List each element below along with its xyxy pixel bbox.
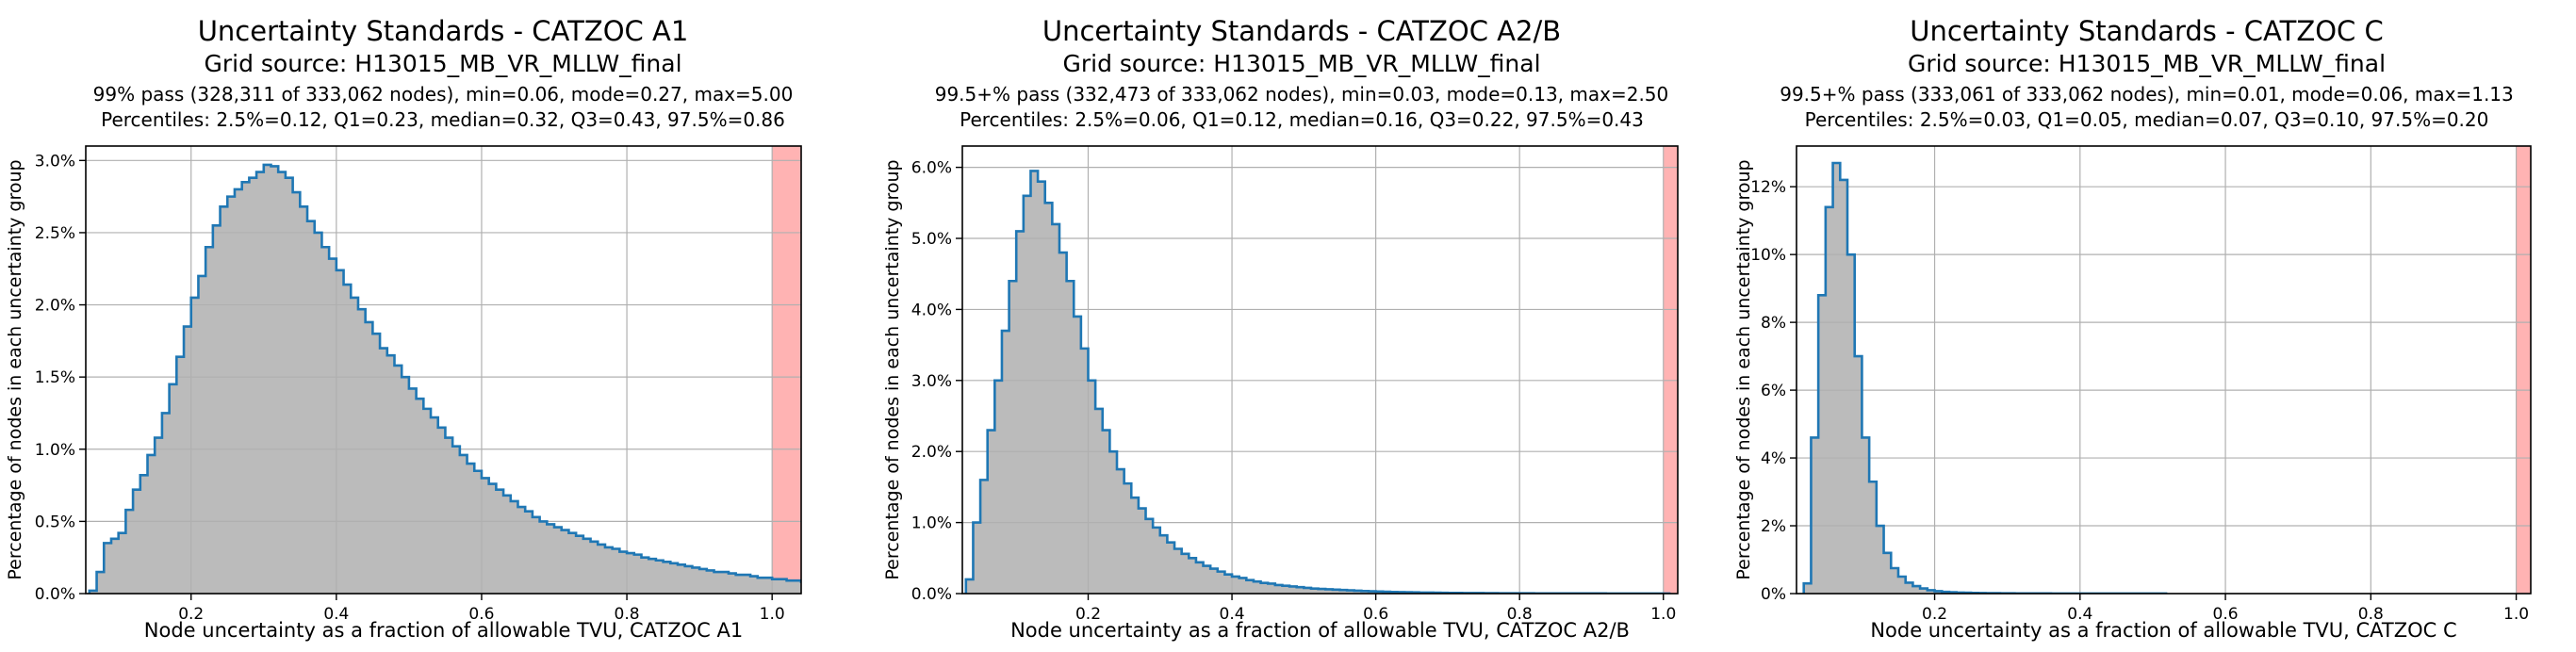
stats-line: 99.5+% pass (332,473 of 333,062 nodes), …: [934, 83, 1669, 106]
axes-frame: [961, 145, 1679, 595]
x-axis-label: Node uncertainty as a fraction of allowa…: [1870, 619, 2456, 642]
histogram-plot: 0.2 0.4 0.6 0.8 1.0 0% 2% 4% 6% 8% 10% 12% Node unce…: [1733, 145, 2532, 642]
fail-region-band: [1663, 146, 1678, 594]
axes-frame: [1796, 145, 2532, 595]
chart-title: Uncertainty Standards - CATZOC C: [1910, 15, 2384, 47]
histogram-bars: [1803, 162, 2168, 594]
y-tick-label: 1.0%: [911, 514, 952, 533]
x-tick-label: 0.4: [1220, 605, 1245, 624]
stats-line: 99% pass (328,311 of 333,062 nodes), min…: [92, 83, 794, 106]
y-tick-label: 0.0%: [35, 585, 75, 604]
y-tick-label: 10%: [1750, 246, 1786, 265]
histogram-fill: [89, 164, 801, 594]
y-tick-label: 0%: [1761, 585, 1786, 604]
y-axis-label: Percentage of nodes in each uncertainty …: [1733, 159, 1754, 579]
x-tick-label: 1.0: [1650, 605, 1676, 624]
y-tick-label: 0.5%: [35, 513, 75, 531]
chart-subtitle: Grid source: H13015_MB_VR_MLLW_final: [1907, 50, 2387, 77]
histogram-fill: [1803, 162, 2168, 594]
x-tick-label: 0.2: [178, 605, 204, 624]
panel-catzoc-a1: Uncertainty Standards - CATZOC A1 Grid s…: [0, 0, 859, 652]
chart-subtitle: Grid source: H13015_MB_VR_MLLW_final: [204, 50, 682, 77]
x-tick-label: 0.8: [615, 605, 640, 624]
panel-catzoc-c: Uncertainty Standards - CATZOC C Grid so…: [1717, 0, 2576, 652]
percentiles-line: Percentiles: 2.5%=0.06, Q1=0.12, median=…: [960, 108, 1644, 131]
y-tick-label: 4.0%: [911, 301, 952, 319]
y-axis-label: Percentage of nodes in each uncertainty …: [5, 159, 25, 579]
histogram-plot: 0.2 0.4 0.6 0.8 1.0 0.0% 0.5% 1.0% 1.5% 2.0% 2.5% 3…: [5, 145, 802, 642]
histogram-bars: [965, 171, 1671, 594]
x-tick-label: 0.4: [323, 605, 349, 624]
x-tick-label: 1.0: [760, 605, 785, 624]
y-tick-label: 12%: [1750, 178, 1786, 197]
y-tick-label: 0.0%: [911, 585, 952, 604]
y-tick-label: 2.5%: [35, 224, 75, 243]
panel-catzoc-a2b: Uncertainty Standards - CATZOC A2/B Grid…: [859, 0, 1717, 652]
x-tick-label: 0.2: [1922, 605, 1947, 624]
y-axis-label: Percentage of nodes in each uncertainty …: [882, 159, 903, 579]
y-tick-label: 5.0%: [911, 230, 952, 249]
y-tick-label: 8%: [1761, 314, 1786, 333]
x-tick-label: 0.6: [468, 605, 494, 624]
x-tick-label: 1.0: [2503, 605, 2529, 624]
x-tick-label: 0.4: [2067, 605, 2092, 624]
axes-frame: [85, 145, 802, 595]
stats-line: 99.5+% pass (333,061 of 333,062 nodes), …: [1780, 83, 2514, 106]
y-tick-label: 2.0%: [35, 297, 75, 316]
y-tick-label: 1.0%: [35, 441, 75, 460]
y-tick-label: 3.0%: [35, 152, 75, 171]
x-tick-label: 0.6: [1363, 605, 1388, 624]
y-tick-label: 6%: [1761, 382, 1786, 400]
y-tick-label: 2%: [1761, 517, 1786, 536]
histogram-plot: 0.2 0.4 0.6 0.8 1.0 0.0% 1.0% 2.0% 3.0% 4.0% 5.0% 6…: [882, 145, 1679, 642]
percentiles-line: Percentiles: 2.5%=0.03, Q1=0.05, median=…: [1804, 108, 2489, 131]
y-tick-label: 1.5%: [35, 368, 75, 387]
x-tick-label: 0.2: [1075, 605, 1101, 624]
histogram-outline-group: [88, 163, 801, 594]
chart-title: Uncertainty Standards - CATZOC A1: [197, 15, 689, 47]
x-axis-label: Node uncertainty as a fraction of allowa…: [1010, 619, 1630, 642]
y-tick-label: 6.0%: [911, 159, 952, 178]
chart-title: Uncertainty Standards - CATZOC A2/B: [1042, 15, 1562, 47]
fail-region-band: [2516, 146, 2531, 594]
x-axis-label: Node uncertainty as a fraction of allowa…: [144, 619, 743, 642]
y-tick-label: 4%: [1761, 449, 1786, 468]
histogram-bars: [89, 164, 801, 594]
chart-subtitle: Grid source: H13015_MB_VR_MLLW_final: [1062, 50, 1541, 77]
x-tick-label: 0.8: [1507, 605, 1533, 624]
y-tick-label: 3.0%: [911, 372, 952, 391]
percentiles-line: Percentiles: 2.5%=0.12, Q1=0.23, median=…: [101, 108, 785, 131]
histogram-fill: [965, 171, 1671, 594]
histogram-outline: [88, 163, 801, 594]
y-tick-label: 2.0%: [911, 443, 952, 462]
x-tick-label: 0.6: [2213, 605, 2239, 624]
fail-region-band: [772, 146, 801, 594]
x-tick-label: 0.8: [2358, 605, 2384, 624]
